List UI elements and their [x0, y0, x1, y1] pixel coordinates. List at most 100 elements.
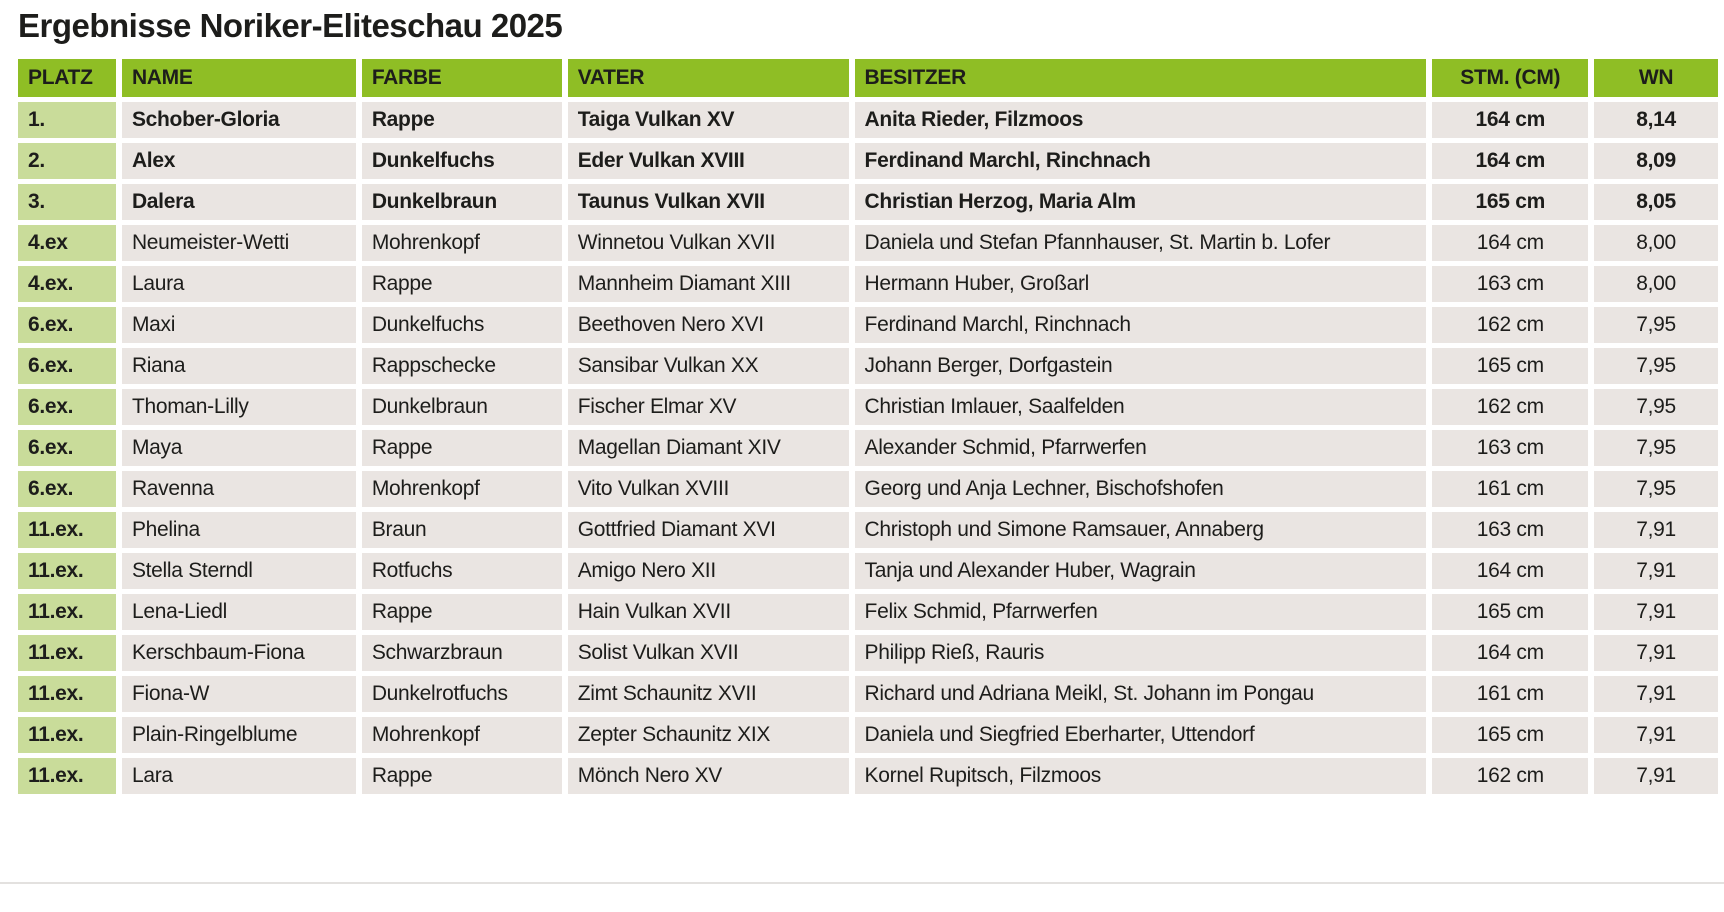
cell-stm: 162 cm [1432, 389, 1589, 426]
header-row: PLATZ NAME FARBE VATER BESITZER STM. (CM… [18, 59, 1718, 98]
cell-name: Dalera [121, 184, 356, 221]
cell-platz: 11.ex. [18, 635, 116, 672]
cell-vater: Zimt Schaunitz XVII [567, 676, 849, 713]
table-row: 11.ex. Kerschbaum-Fiona Schwarzbraun Solist… [18, 635, 1718, 672]
cell-farbe: Rappe [361, 430, 562, 467]
cell-vater: Taiga Vulkan XV [567, 102, 849, 139]
cell-stm: 165 cm [1432, 717, 1589, 754]
cell-platz: 11.ex. [18, 594, 116, 631]
cell-wn: 8,14 [1594, 102, 1718, 139]
cell-wn: 8,09 [1594, 143, 1718, 180]
cell-besitzer: Johann Berger, Dorfgastein [854, 348, 1427, 385]
table-row: 3. Dalera Dunkelbraun Taunus Vulkan XVII Chr… [18, 184, 1718, 221]
cell-platz: 1. [18, 102, 116, 139]
cell-wn: 7,91 [1594, 717, 1718, 754]
cell-name: Fiona-W [121, 676, 356, 713]
cell-farbe: Rappe [361, 266, 562, 303]
cell-platz: 6.ex. [18, 307, 116, 344]
table-row: 6.ex. Thoman-Lilly Dunkelbraun Fischer Elma… [18, 389, 1718, 426]
cell-platz: 11.ex. [18, 676, 116, 713]
cell-vater: Vito Vulkan XVIII [567, 471, 849, 508]
cell-platz: 2. [18, 143, 116, 180]
cell-besitzer: Felix Schmid, Pfarrwerfen [854, 594, 1427, 631]
table-row: 11.ex. Lara Rappe Mönch Nero XV Kornel Rupit… [18, 758, 1718, 795]
cell-vater: Mannheim Diamant XIII [567, 266, 849, 303]
cell-besitzer: Georg und Anja Lechner, Bischofshofen [854, 471, 1427, 508]
cell-stm: 164 cm [1432, 102, 1589, 139]
cell-wn: 7,91 [1594, 635, 1718, 672]
cell-name: Phelina [121, 512, 356, 549]
table-row: 11.ex. Lena-Liedl Rappe Hain Vulkan XVII Fel… [18, 594, 1718, 631]
cell-besitzer: Daniela und Siegfried Eberharter, Uttend… [854, 717, 1427, 754]
bottom-divider [0, 882, 1724, 884]
cell-name: Alex [121, 143, 356, 180]
table-row: 4.ex Neumeister-Wetti Mohrenkopf Winnetou V… [18, 225, 1718, 262]
cell-farbe: Rappe [361, 102, 562, 139]
cell-name: Neumeister-Wetti [121, 225, 356, 262]
cell-vater: Eder Vulkan XVIII [567, 143, 849, 180]
table-header: PLATZ NAME FARBE VATER BESITZER STM. (CM… [18, 59, 1718, 98]
cell-vater: Mönch Nero XV [567, 758, 849, 795]
cell-name: Stella Sterndl [121, 553, 356, 590]
cell-name: Maya [121, 430, 356, 467]
cell-farbe: Mohrenkopf [361, 471, 562, 508]
cell-vater: Winnetou Vulkan XVII [567, 225, 849, 262]
cell-stm: 162 cm [1432, 758, 1589, 795]
results-table-body: 1. Schober-Gloria Rappe Taiga Vulkan XV Anit… [18, 102, 1718, 795]
table-row: 4.ex. Laura Rappe Mannheim Diamant XIII Herm… [18, 266, 1718, 303]
cell-farbe: Rappe [361, 594, 562, 631]
cell-stm: 163 cm [1432, 512, 1589, 549]
cell-stm: 161 cm [1432, 676, 1589, 713]
page-title: Ergebnisse Noriker-Eliteschau 2025 [18, 7, 563, 44]
cell-vater: Beethoven Nero XVI [567, 307, 849, 344]
cell-besitzer: Christoph und Simone Ramsauer, Annaberg [854, 512, 1427, 549]
table-row: 6.ex. Maya Rappe Magellan Diamant XIV Alexan… [18, 430, 1718, 467]
cell-besitzer: Daniela und Stefan Pfannhauser, St. Mart… [854, 225, 1427, 262]
cell-stm: 165 cm [1432, 594, 1589, 631]
cell-wn: 7,95 [1594, 307, 1718, 344]
cell-vater: Amigo Nero XII [567, 553, 849, 590]
column-header-wn: WN [1594, 59, 1718, 98]
cell-wn: 8,00 [1594, 266, 1718, 303]
cell-besitzer: Christian Imlauer, Saalfelden [854, 389, 1427, 426]
cell-platz: 11.ex. [18, 553, 116, 590]
cell-wn: 7,95 [1594, 348, 1718, 385]
cell-wn: 7,95 [1594, 471, 1718, 508]
cell-farbe: Mohrenkopf [361, 717, 562, 754]
table-row: 1. Schober-Gloria Rappe Taiga Vulkan XV Anit… [18, 102, 1718, 139]
cell-vater: Sansibar Vulkan XX [567, 348, 849, 385]
cell-farbe: Rappschecke [361, 348, 562, 385]
cell-platz: 3. [18, 184, 116, 221]
cell-name: Lena-Liedl [121, 594, 356, 631]
cell-platz: 11.ex. [18, 512, 116, 549]
cell-platz: 11.ex. [18, 758, 116, 795]
cell-wn: 7,91 [1594, 553, 1718, 590]
cell-vater: Zepter Schaunitz XIX [567, 717, 849, 754]
cell-stm: 165 cm [1432, 348, 1589, 385]
cell-platz: 6.ex. [18, 389, 116, 426]
cell-wn: 8,05 [1594, 184, 1718, 221]
cell-stm: 164 cm [1432, 553, 1589, 590]
cell-name: Maxi [121, 307, 356, 344]
column-header-name: NAME [121, 59, 356, 98]
cell-farbe: Dunkelbraun [361, 389, 562, 426]
cell-besitzer: Alexander Schmid, Pfarrwerfen [854, 430, 1427, 467]
cell-besitzer: Philipp Rieß, Rauris [854, 635, 1427, 672]
cell-farbe: Schwarzbraun [361, 635, 562, 672]
table-row: 6.ex. Ravenna Mohrenkopf Vito Vulkan XVIII G… [18, 471, 1718, 508]
cell-name: Ravenna [121, 471, 356, 508]
cell-farbe: Dunkelfuchs [361, 307, 562, 344]
cell-stm: 165 cm [1432, 184, 1589, 221]
cell-vater: Gottfried Diamant XVI [567, 512, 849, 549]
cell-stm: 162 cm [1432, 307, 1589, 344]
cell-name: Riana [121, 348, 356, 385]
cell-stm: 164 cm [1432, 635, 1589, 672]
cell-platz: 6.ex. [18, 348, 116, 385]
cell-platz: 6.ex. [18, 471, 116, 508]
column-header-besitzer: BESITZER [854, 59, 1427, 98]
cell-platz: 4.ex. [18, 266, 116, 303]
cell-vater: Magellan Diamant XIV [567, 430, 849, 467]
cell-name: Schober-Gloria [121, 102, 356, 139]
cell-wn: 7,91 [1594, 676, 1718, 713]
